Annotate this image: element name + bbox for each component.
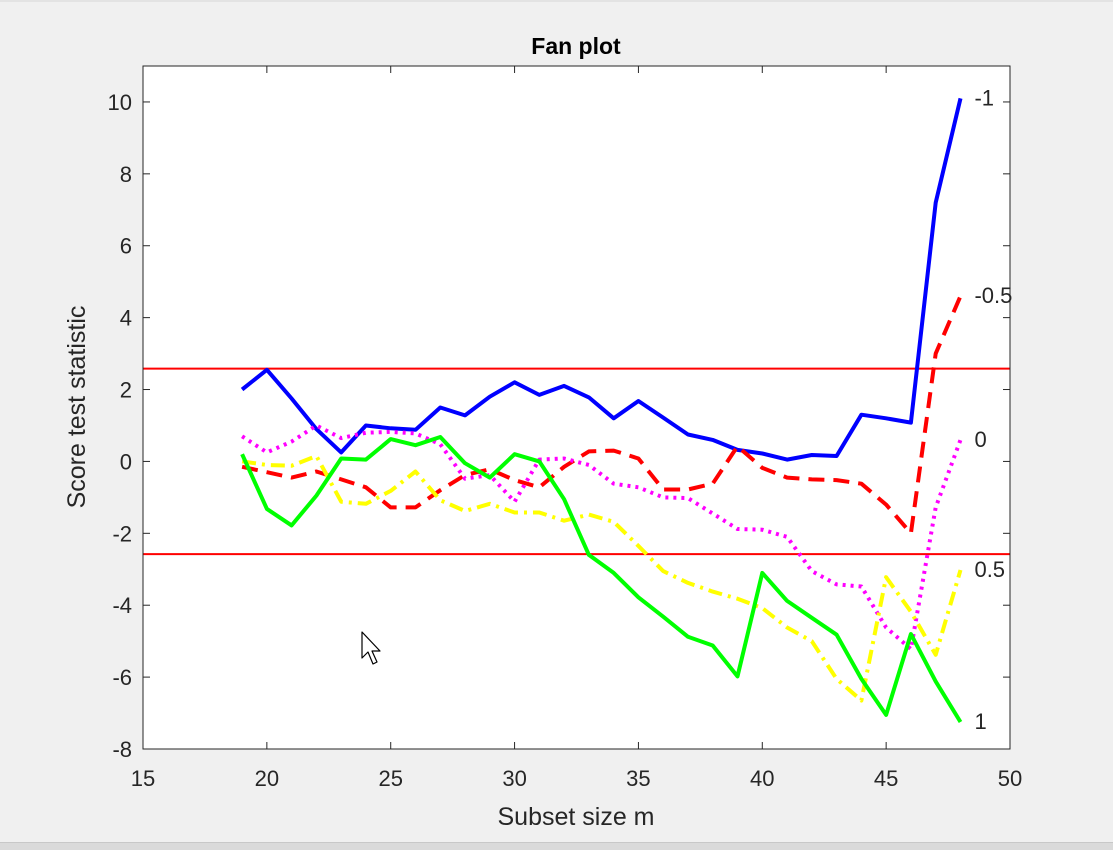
x-tick-label: 25 <box>378 766 402 791</box>
y-tick-label: -8 <box>112 737 132 762</box>
y-tick-label: -2 <box>112 521 132 546</box>
series-end-labels: -1 -0.5 0 0.5 1 <box>974 85 1012 734</box>
series-line <box>240 435 963 724</box>
series-line <box>241 423 963 652</box>
y-axis-label: Score test statistic <box>63 306 91 509</box>
x-tick-label: 20 <box>255 766 279 791</box>
y-tick-label: 6 <box>120 234 132 259</box>
series-end-label: 0 <box>974 427 986 452</box>
y-tick-label: 2 <box>120 378 132 403</box>
window-top-edge <box>0 0 1113 2</box>
axes-box <box>142 65 1011 750</box>
chart-title: Fan plot <box>531 33 621 59</box>
y-tick-label: -4 <box>112 593 132 618</box>
mouse-cursor-icon <box>361 631 381 665</box>
series-end-label: 0.5 <box>974 557 1005 582</box>
y-tick-label: 4 <box>120 306 132 331</box>
y-tick-label: 8 <box>120 162 132 187</box>
x-tick-label: 45 <box>874 766 898 791</box>
series-line <box>241 454 963 703</box>
x-tick-label: 35 <box>626 766 650 791</box>
x-tick-label: 40 <box>750 766 774 791</box>
plot-area <box>143 97 1010 724</box>
y-tick-label: 10 <box>108 90 132 115</box>
series-end-label: -0.5 <box>974 283 1012 308</box>
series-line <box>240 97 963 462</box>
series-line <box>241 295 963 536</box>
axes-background <box>143 66 1010 749</box>
x-tick-label: 30 <box>502 766 526 791</box>
series-end-label: -1 <box>974 85 994 110</box>
x-tick-label: 15 <box>131 766 155 791</box>
y-tick-label: -6 <box>112 665 132 690</box>
series-end-label: 1 <box>974 709 986 734</box>
x-axis-label: Subset size m <box>497 803 654 831</box>
x-tick-label: 50 <box>998 766 1022 791</box>
window-bottom-edge <box>0 842 1113 850</box>
y-tick-label: 0 <box>120 449 132 474</box>
